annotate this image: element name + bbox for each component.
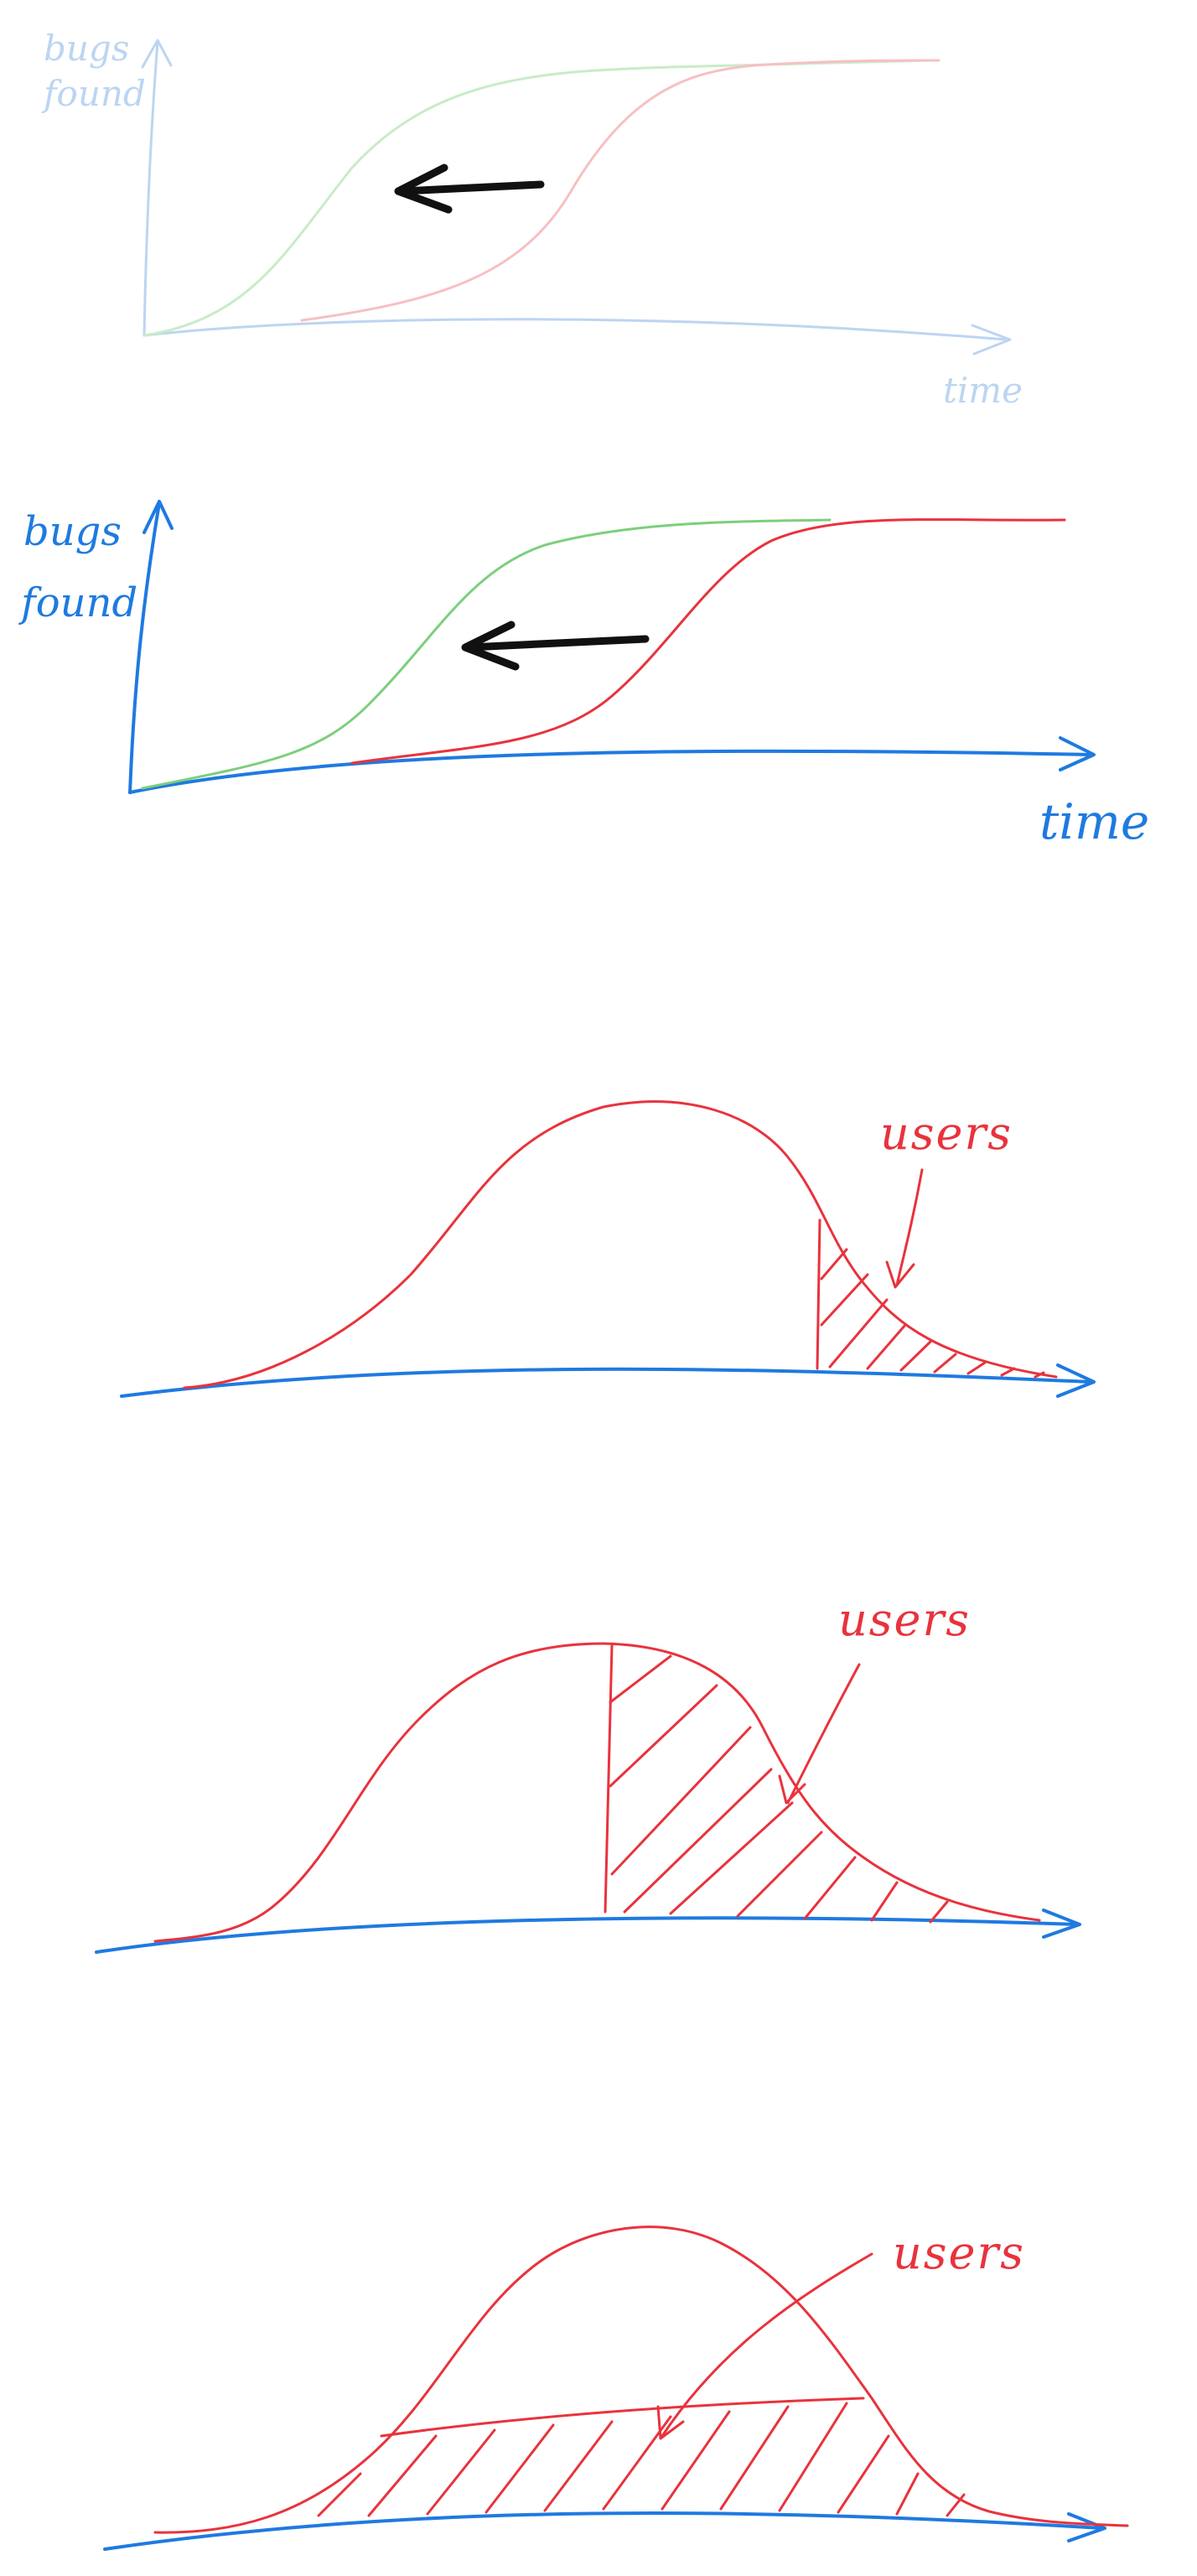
sketch-1-shift-arrowhead [394, 164, 453, 214]
sketch-1-green-curve [142, 59, 932, 337]
sketch-2-shift-arrowhead [461, 621, 520, 671]
sketch-5-bell-curve [153, 2225, 1129, 2534]
sketch-2-red-curve [350, 518, 1066, 765]
sketch-5-annotation: users [893, 2226, 1025, 2279]
sketch-4-pointer-arrowhead [778, 1774, 806, 1805]
sketch-2-shift-arrow [465, 635, 650, 652]
sketch-3-hatching [820, 1248, 1045, 1379]
sketch-2-ylabel-line1: bugs [23, 508, 122, 555]
sketch-1-y-axis [142, 40, 159, 337]
sketch-5: users [103, 2225, 1129, 2551]
sketch-1-x-axis [142, 318, 1008, 341]
sketch-4-annotation: users [838, 1593, 971, 1646]
sketch-5-cut-line [380, 2397, 865, 2438]
sketch-3-pointer-arrow [895, 1168, 924, 1286]
sketch-2-x-axis [128, 749, 1091, 794]
sketch-4-cut-line [604, 1644, 614, 1914]
sketch-3-cut-line [816, 1218, 821, 1370]
sketch-4-bell-curve [153, 1642, 1041, 1943]
sketch-1-shift-arrow [398, 180, 545, 195]
sketch-3-pointer-arrowhead [885, 1260, 915, 1289]
sketch-4-x-axis [95, 1916, 1079, 1954]
sketch-3-annotation: users [880, 1107, 1013, 1160]
sketch-5-pointer-arrowhead [656, 2405, 685, 2440]
sketch-4: users [95, 1593, 1081, 1954]
sketch-1-faded: bugs found time [41, 28, 1023, 411]
sketch-2-y-axis [128, 501, 161, 794]
sketch-3-bell-curve [183, 1100, 1058, 1389]
sketch-3-x-axis [120, 1367, 1091, 1398]
sketch-5-x-arrowhead [1067, 2512, 1106, 2542]
sketch-2: bugs found time [18, 500, 1149, 850]
sketch-1-xlabel: time [943, 370, 1023, 411]
sketch-2-y-arrowhead [142, 500, 174, 534]
sketch-1-ylabel-line1: bugs [44, 28, 129, 69]
sketch-5-pointer-arrow [661, 2252, 873, 2438]
sketch-2-green-curve [141, 518, 832, 790]
sketch-5-hatching [317, 2402, 966, 2517]
sketch-2-xlabel: time [1039, 793, 1149, 850]
sketch-1-x-arrowhead [971, 324, 1012, 356]
sketch-1-ylabel-line2: found [41, 73, 146, 114]
sketch-2-x-arrowhead [1059, 736, 1096, 771]
sketch-4-x-arrowhead [1042, 1909, 1081, 1939]
sketch-4-pointer-arrow [786, 1663, 861, 1805]
sketch-2-ylabel-line2: found [18, 579, 137, 626]
sketch-4-hatching [609, 1654, 949, 1924]
sketch-1-y-arrowhead [141, 39, 173, 69]
sketch-5-x-axis [103, 2511, 1104, 2551]
sketch-1-red-curve [300, 59, 940, 322]
sketch-3-x-arrowhead [1056, 1363, 1096, 1398]
sketch-3: users [120, 1100, 1096, 1398]
